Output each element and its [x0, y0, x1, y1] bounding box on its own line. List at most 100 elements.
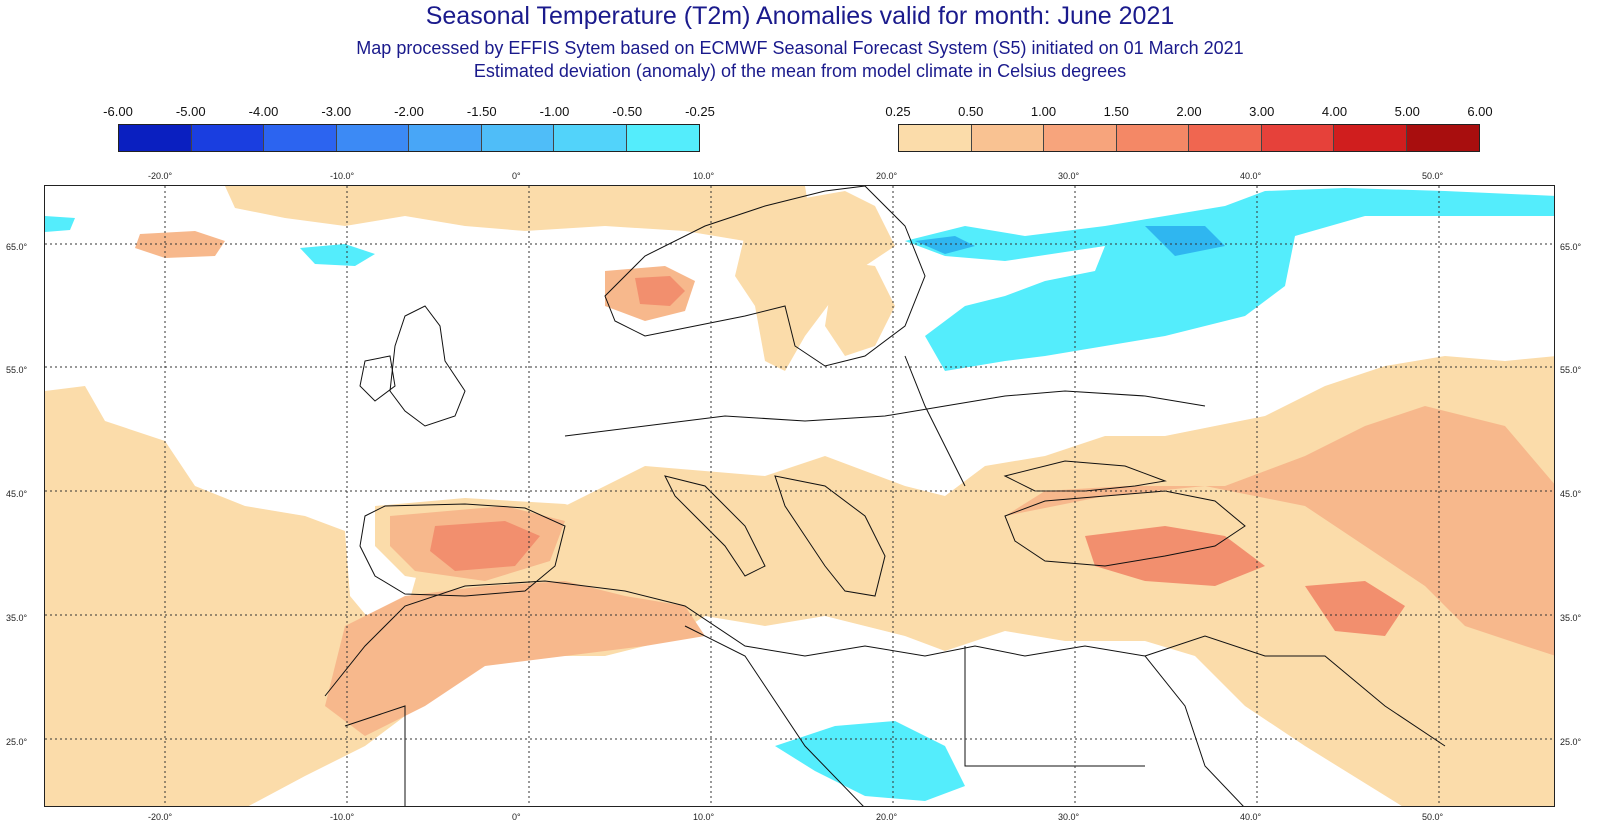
lon-label-bottom: 40.0° [1240, 812, 1262, 822]
lat-label-right: 55.0° [1560, 365, 1582, 375]
legend-label: 4.00 [1321, 104, 1348, 119]
anomaly-region-russia-deep [1145, 226, 1225, 256]
anomaly-region-atlantic-cyan [300, 244, 375, 266]
lat-label-left: 35.0° [6, 613, 28, 623]
anomaly-region-greenland-sea [45, 216, 75, 232]
coastline-ireland [359, 355, 396, 402]
anomaly-region-turkey-peak [1085, 526, 1265, 586]
anomaly-region-scandinavia [735, 191, 895, 371]
legend-label: -1.00 [539, 104, 570, 119]
legend-positive-labels: 0.25 0.50 1.00 1.50 2.00 3.00 4.00 5.00 … [885, 104, 1492, 120]
anomaly-layer-negative-deep [915, 226, 1225, 256]
anomaly-layer-negative [45, 188, 1554, 801]
legend-label: -1.50 [466, 104, 497, 119]
anomaly-region-north-atlantic [225, 186, 815, 266]
map-subtitle-processing: Map processed by EFFIS Sytem based on EC… [356, 38, 1244, 58]
legend-label: 1.00 [1030, 104, 1057, 119]
lon-label-top: 40.0° [1240, 171, 1262, 181]
legend-label: 0.50 [958, 104, 984, 119]
lat-label-left: 55.0° [6, 365, 28, 375]
lon-label-top: 0° [512, 171, 521, 181]
legend-negative: -6.00 -5.00 -4.00 -3.00 -2.00 -1.50 -1.0… [103, 104, 715, 152]
legend-label: 3.00 [1249, 104, 1275, 119]
legend-swatch [626, 125, 699, 151]
legend-swatch [1116, 125, 1189, 151]
border-middle-east [1144, 635, 1446, 747]
legend-swatch [119, 125, 192, 151]
anomaly-region-sahara-cyan [775, 721, 965, 801]
legend-negative-colorbar [118, 124, 700, 152]
border-central-europe [564, 390, 1206, 437]
legend-swatch [264, 125, 337, 151]
border-eastern-europe [904, 355, 966, 487]
anomaly-region-russia-baltic [905, 188, 1554, 371]
legend-label: 5.00 [1394, 104, 1420, 119]
anomaly-region-maghreb [325, 581, 705, 736]
legend-swatch [1261, 125, 1334, 151]
legend-swatch [1189, 125, 1262, 151]
map-subtitle-units: Estimated deviation (anomaly) of the mea… [473, 61, 1127, 81]
legend-label: -0.50 [612, 104, 643, 119]
border-sahara-1 [344, 705, 406, 806]
lat-label-right: 35.0° [1560, 613, 1582, 623]
legend-positive: 0.25 0.50 1.00 1.50 2.00 3.00 4.00 5.00 … [885, 104, 1493, 152]
legend-label: -0.25 [685, 104, 715, 119]
legend-swatch [971, 125, 1044, 151]
lon-label-bottom: 50.0° [1422, 812, 1444, 822]
anomaly-layer-1-00 [430, 276, 1405, 636]
coastline-turkey [1004, 490, 1246, 567]
lat-label-left: 25.0° [6, 737, 28, 747]
legend-label: 0.25 [885, 104, 911, 119]
legend-swatch [1406, 125, 1479, 151]
anomaly-region-finland-deep [915, 236, 975, 254]
legend-swatch [899, 125, 972, 151]
lon-label-bottom: 20.0° [876, 812, 898, 822]
border-sahara-2 [684, 625, 864, 806]
lon-label-top: 10.0° [693, 171, 715, 181]
legend-swatch [409, 125, 482, 151]
coastline-italy [664, 475, 766, 577]
legend-label: 1.50 [1103, 104, 1129, 119]
lon-label-top: 30.0° [1058, 171, 1080, 181]
lon-label-bottom: 0° [512, 812, 521, 822]
legend-label: -6.00 [103, 104, 133, 119]
lon-label-bottom: 10.0° [693, 812, 715, 822]
coastline-british-isles [389, 305, 466, 427]
lat-label-left: 45.0° [6, 489, 28, 499]
legend-label: -4.00 [248, 104, 279, 119]
legend-swatch [191, 125, 264, 151]
anomaly-region-turkey-iran [1005, 406, 1554, 656]
anomaly-region-mesopotamia-peak [1305, 581, 1405, 636]
lat-label-right: 25.0° [1560, 737, 1582, 747]
coastline-balkans-greece [774, 475, 886, 597]
lat-label-left: 65.0° [6, 242, 28, 252]
lon-label-bottom: -20.0° [148, 812, 173, 822]
lon-label-bottom: 30.0° [1058, 812, 1080, 822]
legend-swatch [481, 125, 554, 151]
country-borders [324, 186, 1446, 806]
lon-label-bottom: -10.0° [330, 812, 355, 822]
anomaly-region-iberia-peak [430, 521, 540, 571]
coastline-iberia [359, 503, 566, 597]
legend-swatch [1334, 125, 1407, 151]
coastline-north-africa [324, 580, 1244, 806]
anomaly-map[interactable] [44, 185, 1555, 807]
lon-label-top: 50.0° [1422, 171, 1444, 181]
legend-swatch [336, 125, 409, 151]
legend-label: 2.00 [1176, 104, 1202, 119]
lat-label-right: 45.0° [1560, 489, 1582, 499]
legend-swatch [1044, 125, 1117, 151]
coastline-scandinavia [604, 186, 926, 367]
legend-label: -2.00 [394, 104, 424, 119]
legend-positive-colorbar [898, 124, 1480, 152]
legend-swatch [554, 125, 627, 151]
map-title: Seasonal Temperature (T2m) Anomalies val… [425, 2, 1175, 30]
legend-label: 6.00 [1467, 104, 1493, 119]
lon-label-top: 20.0° [876, 171, 898, 181]
anomaly-map-canvas [45, 186, 1554, 806]
legend-label: -5.00 [175, 104, 206, 119]
lon-label-top: -20.0° [148, 171, 173, 181]
lon-label-top: -10.0° [330, 171, 355, 181]
graticule [45, 186, 1554, 806]
anomaly-region-norway-peak [635, 276, 685, 306]
